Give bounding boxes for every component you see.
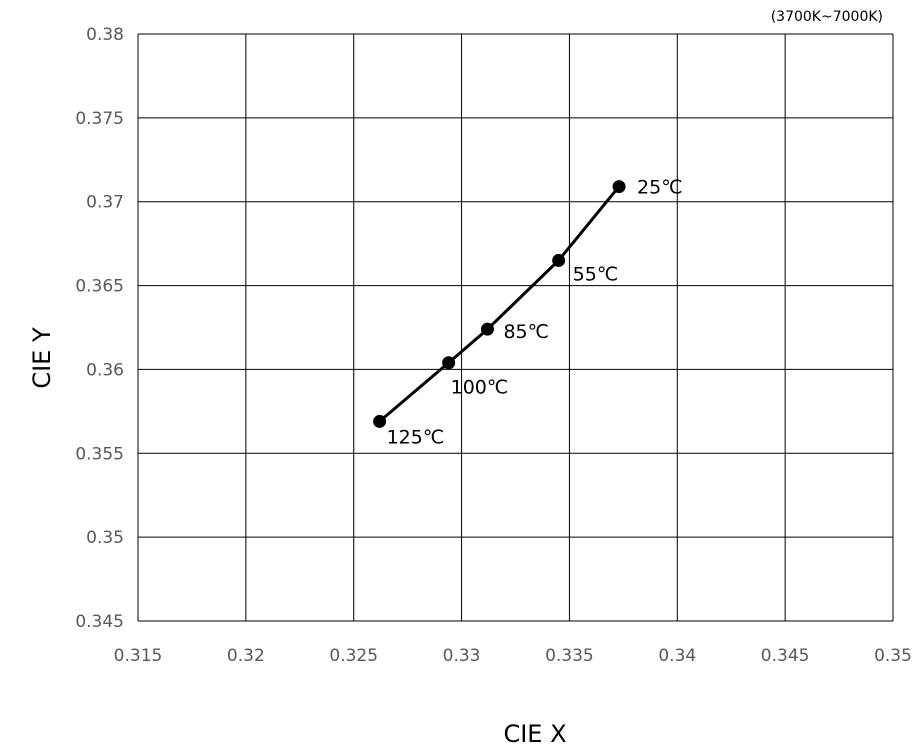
y-tick-label: 0.35 bbox=[86, 528, 124, 548]
y-tick-label: 0.38 bbox=[86, 25, 124, 45]
y-tick-label: 0.365 bbox=[75, 277, 124, 297]
grid bbox=[137, 33, 894, 622]
y-tick-label: 0.375 bbox=[75, 109, 124, 129]
point-label: 85℃ bbox=[503, 321, 549, 343]
point-label: 25℃ bbox=[637, 177, 683, 199]
y-tick-labels: 0.345 0.35 0.355 0.36 0.365 0.37 0.375 0.38 bbox=[75, 25, 124, 632]
point-label: 55℃ bbox=[573, 263, 619, 285]
x-tick-label: 0.335 bbox=[545, 646, 594, 666]
data-point bbox=[480, 322, 494, 336]
x-axis-title: CIE X bbox=[503, 720, 566, 748]
x-tick-label: 0.34 bbox=[658, 646, 696, 666]
x-tick-label: 0.33 bbox=[443, 646, 481, 666]
y-tick-label: 0.345 bbox=[75, 612, 124, 632]
x-tick-label: 0.32 bbox=[227, 646, 265, 666]
x-tick-labels: 0.315 0.32 0.325 0.33 0.335 0.34 0.345 0.35 bbox=[114, 646, 912, 666]
x-tick-label: 0.315 bbox=[114, 646, 163, 666]
y-tick-label: 0.355 bbox=[75, 444, 124, 464]
x-tick-label: 0.325 bbox=[329, 646, 378, 666]
point-label: 100℃ bbox=[451, 377, 509, 399]
x-tick-label: 0.345 bbox=[761, 646, 810, 666]
data-point bbox=[442, 356, 456, 370]
data-point bbox=[552, 253, 566, 267]
series: 25℃ 55℃ 85℃ 100℃ 125℃ bbox=[373, 177, 683, 448]
y-axis-title: CIE Y bbox=[28, 327, 56, 389]
data-point bbox=[373, 414, 387, 428]
y-tick-label: 0.37 bbox=[86, 193, 124, 213]
x-tick-label: 0.35 bbox=[874, 646, 912, 666]
chart-note: (3700K~7000K) bbox=[771, 9, 883, 25]
y-tick-label: 0.36 bbox=[86, 360, 124, 380]
data-point bbox=[612, 180, 626, 194]
point-label: 125℃ bbox=[387, 426, 445, 448]
